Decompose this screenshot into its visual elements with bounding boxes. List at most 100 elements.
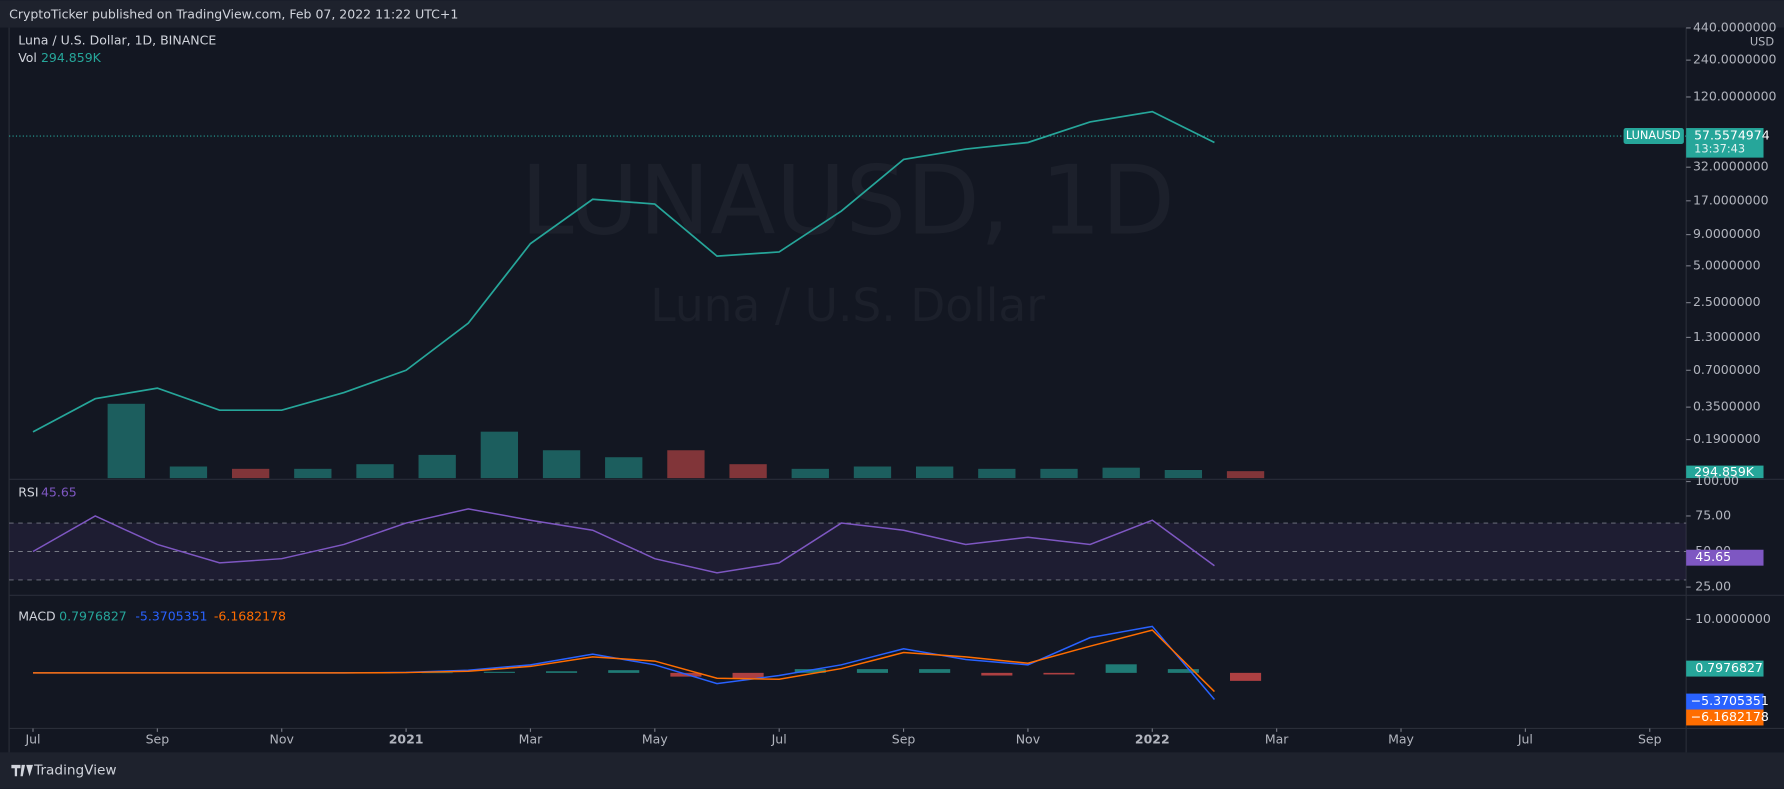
y-tick-label: 9.0000000: [1693, 226, 1761, 241]
signal-last-label: −6.1682178: [1691, 709, 1769, 724]
histogram-box: [1686, 660, 1764, 677]
volume-bar: [1226, 471, 1265, 479]
y-tick-label: 120.0000000: [1693, 88, 1777, 103]
y-tick-label: 440.0000000: [1693, 19, 1777, 34]
watermark-subtitle: Luna / U.S. Dollar: [650, 279, 1045, 332]
price-box: [1686, 128, 1764, 158]
rsi-box: [1686, 549, 1764, 566]
brand: TradingView: [33, 763, 116, 779]
y-tick-label: 75.00: [1695, 507, 1731, 522]
x-tick-label: Sep: [146, 731, 170, 746]
chart-layer: LUNAUSD, 1D Luna / U.S. Dollar 440.0000000…: [8, 19, 1784, 753]
signal-line: [32, 629, 1215, 693]
legend-histogram-value: 0.7976827: [59, 608, 127, 623]
x-tick-label: Jul: [1517, 731, 1533, 746]
y-tick-label: 2.5000000: [1693, 294, 1761, 309]
x-tick-label: Nov: [1016, 731, 1041, 746]
volume-bar: [231, 468, 270, 479]
x-tick-label: Nov: [270, 731, 295, 746]
macd-histogram-bar: [483, 671, 515, 673]
x-tick-label: Sep: [892, 731, 916, 746]
legend-rsi-name: RSI: [18, 484, 38, 499]
macd-last-label: −5.3705351: [1691, 693, 1769, 708]
x-tick-label: Sep: [1638, 731, 1662, 746]
macd-histogram-bar: [981, 672, 1013, 676]
volume-bar: [294, 468, 332, 479]
y-tick-label: 25.00: [1695, 579, 1731, 594]
top-bar: [0, 0, 1784, 28]
volume-bar: [169, 466, 208, 479]
volume-bar: [107, 403, 145, 479]
rsi-line: [32, 508, 1215, 574]
y-tick-label: 0.1900000: [1693, 431, 1761, 446]
y-tick-label: 1.3000000: [1693, 329, 1761, 344]
volume-bar: [1040, 468, 1078, 479]
histogram-last-label: 0.7976827: [1695, 660, 1763, 675]
y-tick-label: 32.0000000: [1693, 159, 1769, 174]
price-line: [32, 110, 1215, 433]
volume-bar: [915, 466, 954, 479]
x-tick-label: 2021: [389, 731, 424, 746]
macd-histogram-bar: [421, 672, 453, 674]
macd-histogram-bar: [1230, 672, 1262, 681]
y-tick-label: 0.3500000: [1693, 399, 1761, 414]
watermark: LUNAUSD, 1D: [520, 145, 1175, 257]
macd-histogram-bar: [732, 672, 764, 679]
macd-histogram-bar: [1167, 669, 1199, 673]
macd-histogram-bar: [608, 670, 640, 673]
logo: [11, 764, 33, 777]
legend-signal-value: -6.1682178: [214, 608, 286, 623]
volume-bar: [480, 431, 519, 479]
footer-bar: [0, 752, 1784, 789]
legend-volume-value: 294.859K: [41, 50, 102, 65]
y-tick-label: 240.0000000: [1693, 52, 1777, 67]
volume-bar: [729, 464, 767, 479]
x-tick-label: Mar: [519, 731, 543, 746]
volume-bar: [605, 457, 643, 479]
volume-last-label: 294.859K: [1694, 464, 1755, 479]
volume-bar: [356, 464, 394, 479]
macd-histogram-bar: [1105, 664, 1137, 673]
macd-histogram-bar: [856, 669, 889, 673]
rsi-last-label: 45.65: [1695, 549, 1731, 564]
legend-rsi-value: 45.65: [41, 484, 77, 499]
y-tick-label: 0.7000000: [1693, 362, 1761, 377]
currency-label: USD: [1750, 34, 1775, 48]
legend-volume-name: Vol: [18, 50, 37, 65]
macd-histogram-bar: [919, 669, 951, 673]
legend-macd-title: MACD: [18, 608, 55, 623]
volume-bar: [978, 468, 1016, 479]
x-tick-label: Mar: [1265, 731, 1289, 746]
y-tick-label: 100.00: [1695, 473, 1739, 488]
volume-bar: [791, 468, 829, 479]
macd-histogram-bar: [546, 671, 578, 673]
symbol-box: [1623, 128, 1684, 144]
last-price-label: 57.5574974: [1694, 128, 1770, 143]
volume-bar: [418, 454, 456, 479]
macd-box: [1686, 693, 1764, 710]
legend-macd-value: -5.3705351: [135, 608, 207, 623]
volume-bar: [1102, 467, 1140, 479]
macd-histogram-bar: [1043, 672, 1075, 675]
legend-title: Luna / U.S. Dollar, 1D, BINANCE: [18, 33, 216, 48]
publish-info: CryptoTicker published on TradingView.co…: [9, 7, 458, 22]
y-tick-label: 10.0000000: [1695, 611, 1771, 626]
y-tick-label: 17.0000000: [1693, 192, 1769, 207]
symbol-label: LUNAUSD: [1626, 128, 1681, 142]
volume-bar: [667, 450, 705, 479]
volume-box: [1686, 465, 1764, 479]
y-tick-label: 5.0000000: [1693, 257, 1761, 272]
countdown: 13:37:43: [1694, 142, 1745, 156]
volume-bar: [853, 466, 892, 479]
x-tick-label: Jul: [24, 731, 40, 746]
signal-box: [1686, 709, 1764, 726]
volume-bar: [542, 450, 581, 479]
x-tick-label: May: [1388, 731, 1414, 746]
x-tick-label: May: [642, 731, 668, 746]
x-tick-label: 2022: [1135, 731, 1170, 746]
volume-bar: [1164, 469, 1203, 479]
macd-histogram-bar: [794, 669, 826, 673]
